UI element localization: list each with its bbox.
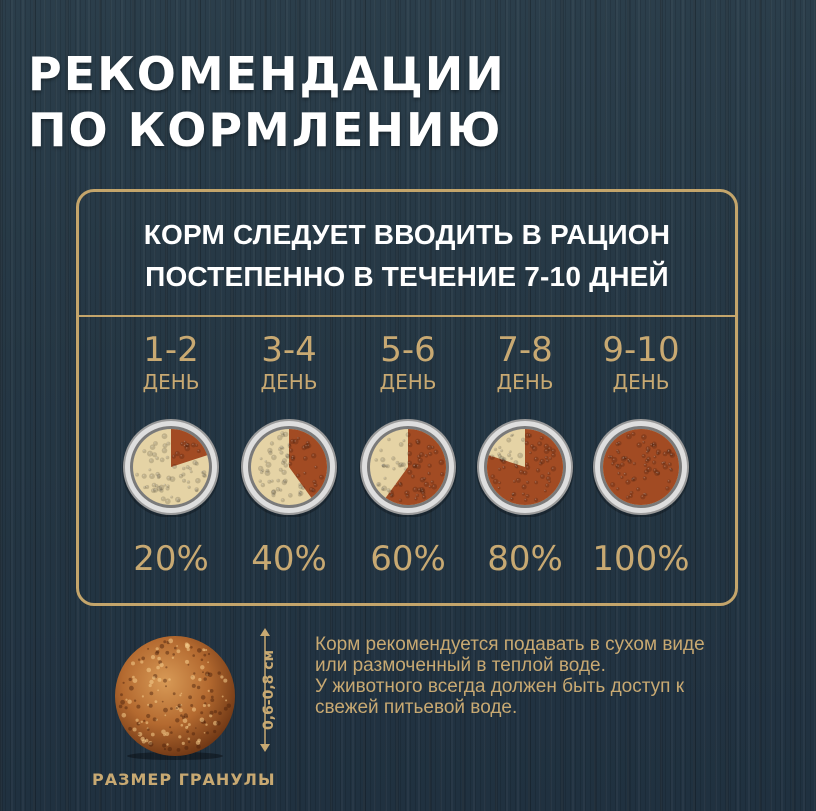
granule-size: 0,6-0,8 см <box>258 630 280 750</box>
panel-heading: КОРМ СЛЕДУЕТ ВВОДИТЬ В РАЦИОН ПОСТЕПЕННО… <box>99 214 715 298</box>
food-bowl-icon <box>240 419 338 517</box>
page-title-line-1: РЕКОМЕНДАЦИИ <box>28 47 506 101</box>
feeding-note-line-4: свежей питьевой воде. <box>315 697 518 718</box>
stage-days: 7-8 <box>497 330 553 370</box>
granule-caption: РАЗМЕР ГРАНУЛЫ <box>92 770 276 789</box>
stage-day-label: ДЕНЬ <box>260 370 318 394</box>
stage-day-label: ДЕНЬ <box>379 370 437 394</box>
stage-percent: 100% <box>592 539 690 579</box>
panel-divider <box>79 315 735 317</box>
stage-day-label: ДЕНЬ <box>142 370 200 394</box>
feeding-note-line-1: Корм рекомендуется подавать в сухом виде <box>315 634 705 655</box>
stage-days: 3-4 <box>261 330 317 370</box>
new-food-portion <box>487 429 564 505</box>
stage-2: 3-4 ДЕНЬ 40% <box>230 332 348 592</box>
double-arrow-icon <box>260 628 270 752</box>
kibble-granule-icon <box>115 636 235 760</box>
new-food-portion <box>603 429 679 505</box>
food-bowl-icon <box>592 419 690 517</box>
stage-percent: 40% <box>251 539 327 579</box>
granule-size-text: 0,6-0,8 см <box>261 649 277 731</box>
feeding-note-line-3: У животного всегда должен быть доступ к <box>315 676 685 697</box>
stage-percent: 80% <box>487 539 563 579</box>
page-title: РЕКОМЕНДАЦИИ ПО КОРМЛЕНИЮ <box>28 46 506 158</box>
stage-list: 1-2 ДЕНЬ 20% 3-4 ДЕНЬ 40% 5-6 ДЕНЬ 60% 7… <box>79 332 735 592</box>
feeding-note: Корм рекомендуется подавать в сухом виде… <box>315 634 785 718</box>
stage-day-label: ДЕНЬ <box>612 370 670 394</box>
new-food-portion <box>171 429 208 467</box>
stage-1: 1-2 ДЕНЬ 20% <box>112 332 230 592</box>
new-food-portion <box>289 429 328 498</box>
food-bowl-icon <box>476 419 574 517</box>
stage-days: 1-2 <box>143 330 199 370</box>
stage-4: 7-8 ДЕНЬ 80% <box>466 332 584 592</box>
panel-heading-line-1: КОРМ СЛЕДУЕТ ВВОДИТЬ В РАЦИОН <box>143 219 671 250</box>
stage-day-label: ДЕНЬ <box>496 370 554 394</box>
food-bowl-icon <box>122 419 220 517</box>
new-food-portion <box>385 429 446 505</box>
transition-schedule-panel: КОРМ СЛЕДУЕТ ВВОДИТЬ В РАЦИОН ПОСТЕПЕННО… <box>76 189 738 606</box>
stage-percent: 20% <box>133 539 209 579</box>
food-bowl-icon <box>359 419 457 517</box>
panel-heading-line-2: ПОСТЕПЕННО В ТЕЧЕНИЕ 7-10 ДНЕЙ <box>145 261 669 292</box>
stage-days: 5-6 <box>380 330 436 370</box>
stage-3: 5-6 ДЕНЬ 60% <box>349 332 467 592</box>
feeding-note-line-2: или размоченный в теплой воде. <box>315 655 606 676</box>
page-title-line-2: ПО КОРМЛЕНИЮ <box>28 103 503 157</box>
stage-percent: 60% <box>370 539 446 579</box>
stage-5: 9-10 ДЕНЬ 100% <box>582 332 700 592</box>
stage-days: 9-10 <box>602 330 680 370</box>
